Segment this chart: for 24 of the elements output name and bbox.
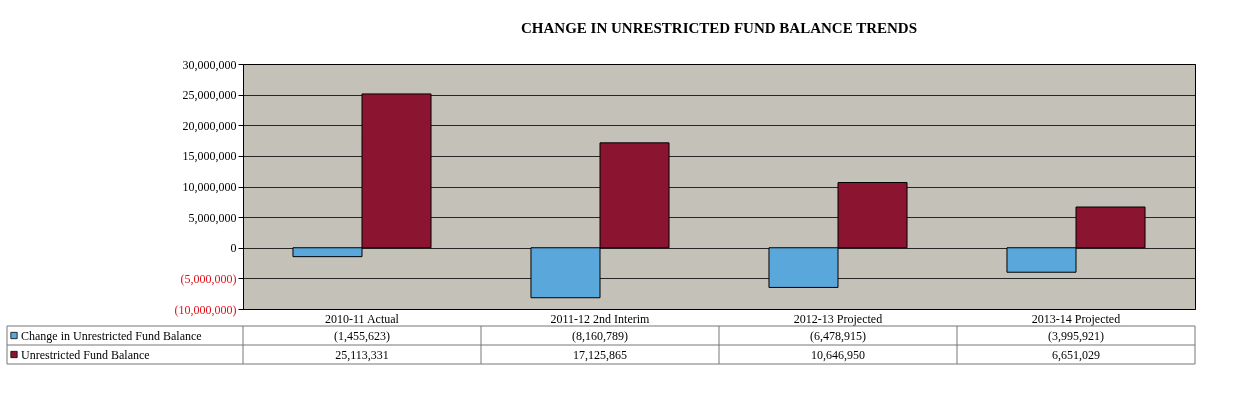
y-tick-label: 10,000,000 [182, 180, 237, 194]
x-tick-label: 2012-13 Projected [793, 311, 883, 326]
y-tick-label: 30,000,000 [182, 57, 237, 72]
y-tick-label: (5,000,000) [180, 271, 237, 286]
chart-title: CHANGE IN UNRESTRICTED FUND BALANCE TRENDS [520, 19, 918, 36]
x-tick-label: 2013-14 Projected [1031, 311, 1121, 326]
y-tick-label: 25,000,000 [182, 88, 237, 103]
data-label: (8,160,789) [572, 328, 628, 343]
y-tick-label: 15,000,000 [182, 149, 237, 164]
data-label: (6,478,915) [810, 328, 866, 343]
data-label: 17,125,865 [573, 347, 627, 362]
data-label: 10,646,950 [811, 347, 865, 362]
data-label: 25,113,331 [335, 347, 389, 362]
data-label: (3,995,921) [1048, 328, 1104, 343]
data-label: (1,455,623) [334, 328, 390, 343]
y-tick-label: (10,000,000) [174, 302, 237, 317]
x-tick-label: 2010-11 Actual [325, 311, 400, 326]
y-tick-label: 5,000,000 [188, 210, 237, 225]
x-tick-label: 2011-12 2nd Interim [550, 311, 651, 326]
legend-label: Change in Unrestricted Fund Balance [21, 328, 202, 343]
legend-label: Unrestricted Fund Balance [21, 347, 150, 362]
y-tick-label: 0 [230, 241, 237, 256]
data-label: 6,651,029 [1052, 347, 1100, 362]
y-tick-label: 20,000,000 [182, 118, 237, 133]
